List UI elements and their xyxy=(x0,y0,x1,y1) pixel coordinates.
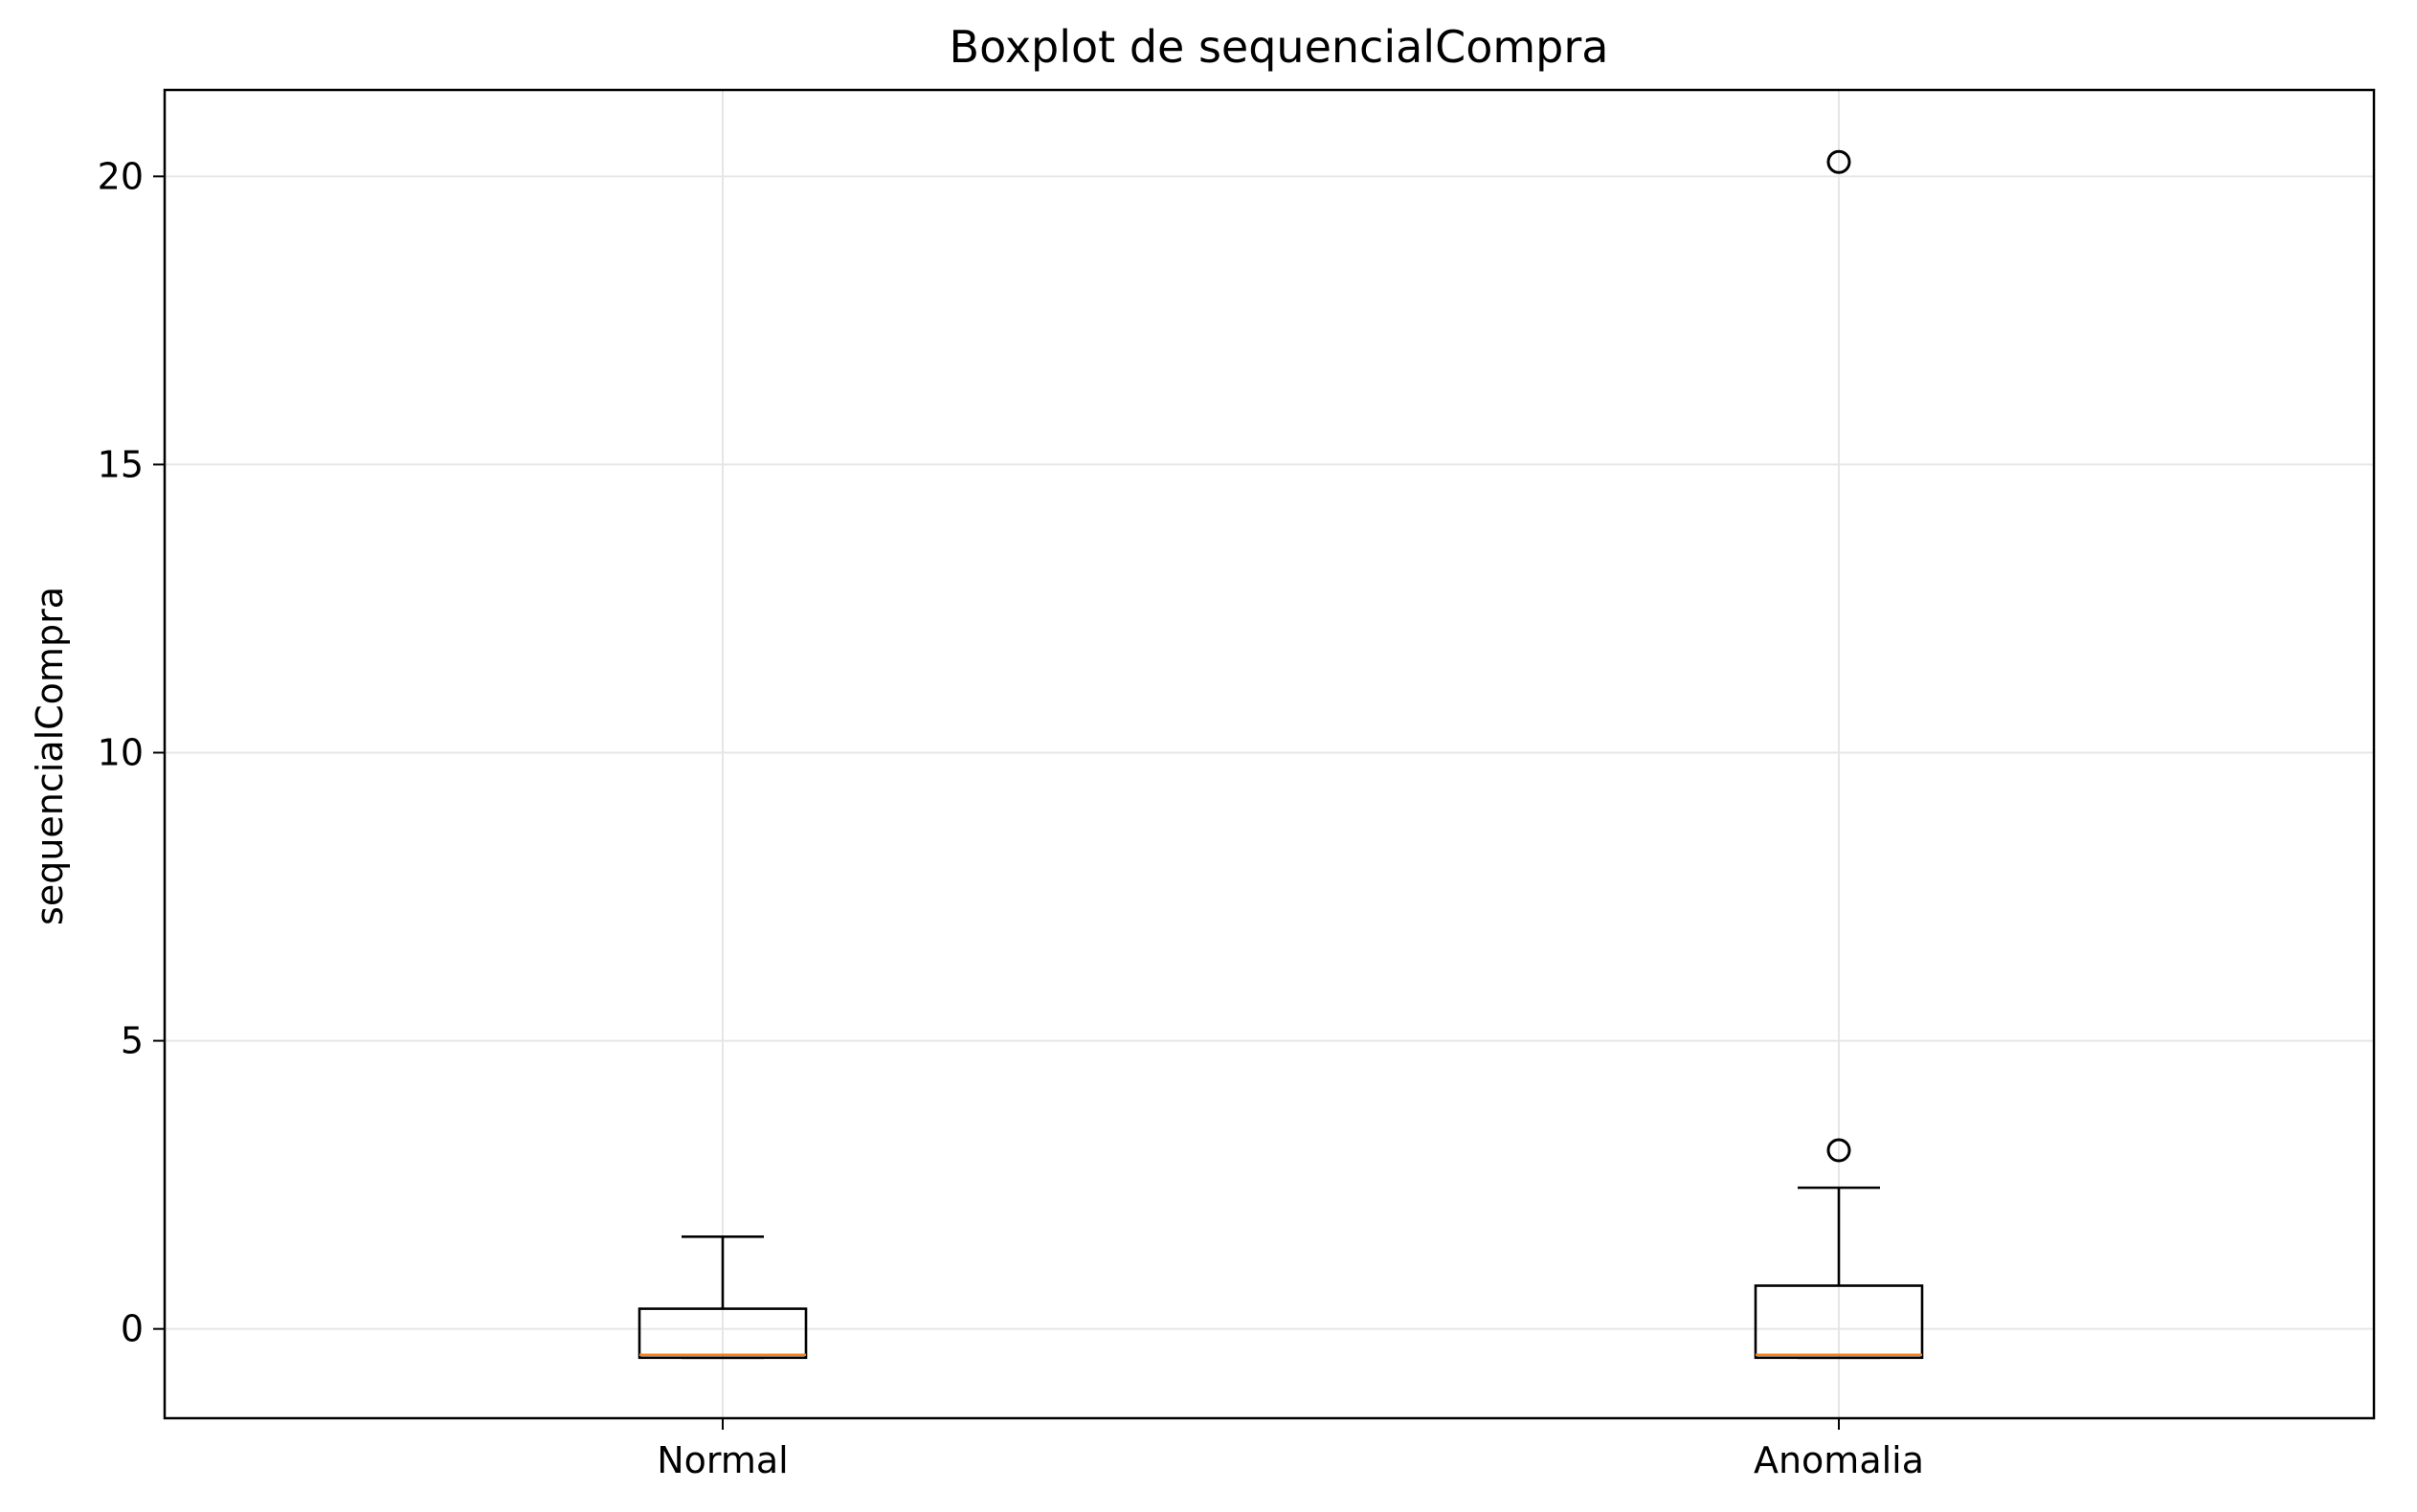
chart-title: Boxplot de sequencialCompra xyxy=(950,21,1609,73)
iqr-box xyxy=(638,1307,808,1360)
plot-frame xyxy=(163,88,2376,1420)
x-tick-label: Normal xyxy=(657,1439,789,1481)
box-normal xyxy=(638,1235,808,1360)
box-anomalia xyxy=(1754,149,1924,1360)
outlier-point xyxy=(1826,149,1851,174)
y-tick-label: 0 xyxy=(121,1308,144,1350)
boxes-layer xyxy=(638,149,1924,1360)
y-tick-label: 5 xyxy=(121,1020,144,1062)
iqr-box xyxy=(1754,1284,1924,1360)
ticks-layer: 0 5 10 15 20 Normal Anomalia xyxy=(98,155,1924,1481)
x-tick-label: Anomalia xyxy=(1754,1439,1924,1481)
grid-lines xyxy=(165,90,2374,1418)
y-tick-label: 15 xyxy=(98,443,144,485)
y-tick-label: 20 xyxy=(98,155,144,197)
outlier-point xyxy=(1826,1138,1851,1163)
y-tick-label: 10 xyxy=(98,731,144,773)
y-axis-label: sequencialCompra xyxy=(29,587,71,925)
